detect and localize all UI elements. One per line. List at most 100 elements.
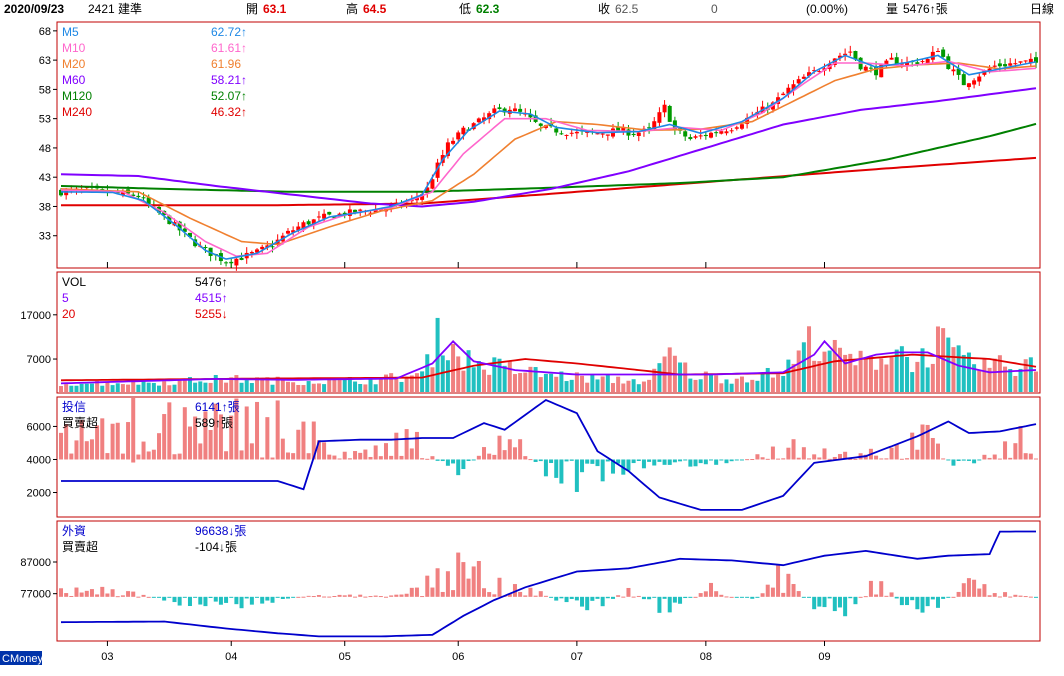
foreign-bar xyxy=(332,596,337,598)
foreign-bar xyxy=(435,568,440,597)
candle-body xyxy=(414,197,419,201)
candle-body xyxy=(905,62,910,66)
foreign-bar xyxy=(791,584,796,597)
trust-bar xyxy=(930,437,935,460)
foreign-bar xyxy=(538,591,543,597)
trust-bar xyxy=(64,424,69,460)
volume-bar xyxy=(791,363,796,392)
candle-body xyxy=(378,209,383,211)
candle-body xyxy=(131,194,136,197)
trust-bar xyxy=(100,418,105,460)
trust-bar xyxy=(1013,443,1018,460)
candle-body xyxy=(796,79,801,84)
candle-body xyxy=(430,179,435,189)
volume-bar xyxy=(136,384,141,392)
foreign-bar xyxy=(930,596,935,600)
volume-bar xyxy=(430,367,435,392)
volume-bar xyxy=(523,372,528,392)
foreign-bar xyxy=(616,595,621,597)
foreign-bar xyxy=(724,596,729,598)
candle-body xyxy=(863,66,868,71)
y-tick-label: 4000 xyxy=(27,454,51,466)
foreign-bar xyxy=(461,562,466,597)
volume-bar xyxy=(1013,375,1018,392)
volume-bar xyxy=(518,373,523,392)
trust-bar xyxy=(946,459,951,461)
volume-bar xyxy=(770,377,775,392)
candle-body xyxy=(972,80,977,85)
candle-body xyxy=(332,216,337,219)
trust-bar xyxy=(631,459,636,464)
header-period: 日線 xyxy=(1030,1,1054,16)
foreign-bar xyxy=(358,594,363,597)
volume-bar xyxy=(172,384,177,392)
foreign-bar xyxy=(822,596,827,608)
foreign-bar xyxy=(363,596,368,598)
foreign-bar xyxy=(141,594,146,597)
foreign-bar xyxy=(342,595,347,597)
volume-legend-name: VOL xyxy=(62,275,86,289)
volume-bar xyxy=(683,362,688,392)
volume-bar xyxy=(538,377,543,392)
volume-bar xyxy=(868,355,873,392)
foreign-bar xyxy=(569,596,574,599)
foreign-bar xyxy=(977,588,982,597)
candle-body xyxy=(977,76,982,82)
volume-bar xyxy=(157,385,162,392)
volume-bar xyxy=(812,360,817,392)
volume-bar xyxy=(435,317,440,392)
candle-body xyxy=(301,222,306,229)
foreign-bar xyxy=(585,596,590,611)
foreign-bar xyxy=(157,596,162,598)
trust-bar xyxy=(399,455,404,460)
candle-body xyxy=(729,130,734,132)
volume-bar xyxy=(404,376,409,392)
volume-bar xyxy=(853,365,858,392)
trust-bar xyxy=(543,459,548,477)
candle-body xyxy=(182,228,187,232)
trust-bar xyxy=(105,453,110,460)
candle-body xyxy=(894,57,899,64)
candle-body xyxy=(569,132,574,134)
foreign-bar xyxy=(564,596,569,603)
candle-body xyxy=(538,123,543,126)
trust-bar xyxy=(961,459,966,461)
foreign-bar xyxy=(95,594,100,597)
volume-bar xyxy=(420,371,425,392)
trust-bar xyxy=(853,458,858,460)
trust-bar xyxy=(193,416,198,460)
ma-line-m10 xyxy=(60,60,1037,258)
trust-bar xyxy=(435,459,440,461)
foreign-bar xyxy=(280,596,285,599)
volume-bar xyxy=(275,376,280,392)
candle-body xyxy=(420,194,425,200)
foreign-bar xyxy=(244,596,249,599)
volume-bar xyxy=(296,384,301,392)
x-tick-label: 04 xyxy=(225,651,237,663)
volume-bar xyxy=(440,355,445,392)
trust-bar xyxy=(270,457,275,460)
trust-bar xyxy=(182,407,187,460)
header-change: 0 xyxy=(711,2,718,16)
volume-bar xyxy=(745,382,750,392)
trust-bar xyxy=(409,448,414,460)
volume-bar xyxy=(208,382,213,392)
volume-bar xyxy=(224,382,229,392)
trust-bar xyxy=(837,454,842,460)
trust-bar xyxy=(187,426,192,460)
volume-bar xyxy=(1003,366,1008,392)
candle-body xyxy=(451,140,456,144)
trust-bar xyxy=(683,459,688,461)
trust-bar xyxy=(476,455,481,460)
foreign-bar xyxy=(172,596,177,603)
volume-bar xyxy=(543,373,548,392)
volume-bar xyxy=(574,372,579,392)
foreign-bar xyxy=(672,596,677,603)
trust-bar xyxy=(801,447,806,460)
volume-bar xyxy=(69,385,74,392)
foreign-bar xyxy=(275,596,280,598)
volume-legend-value: 5476↑ xyxy=(195,275,228,289)
candle-body xyxy=(512,108,517,112)
foreign-bar xyxy=(982,584,987,597)
